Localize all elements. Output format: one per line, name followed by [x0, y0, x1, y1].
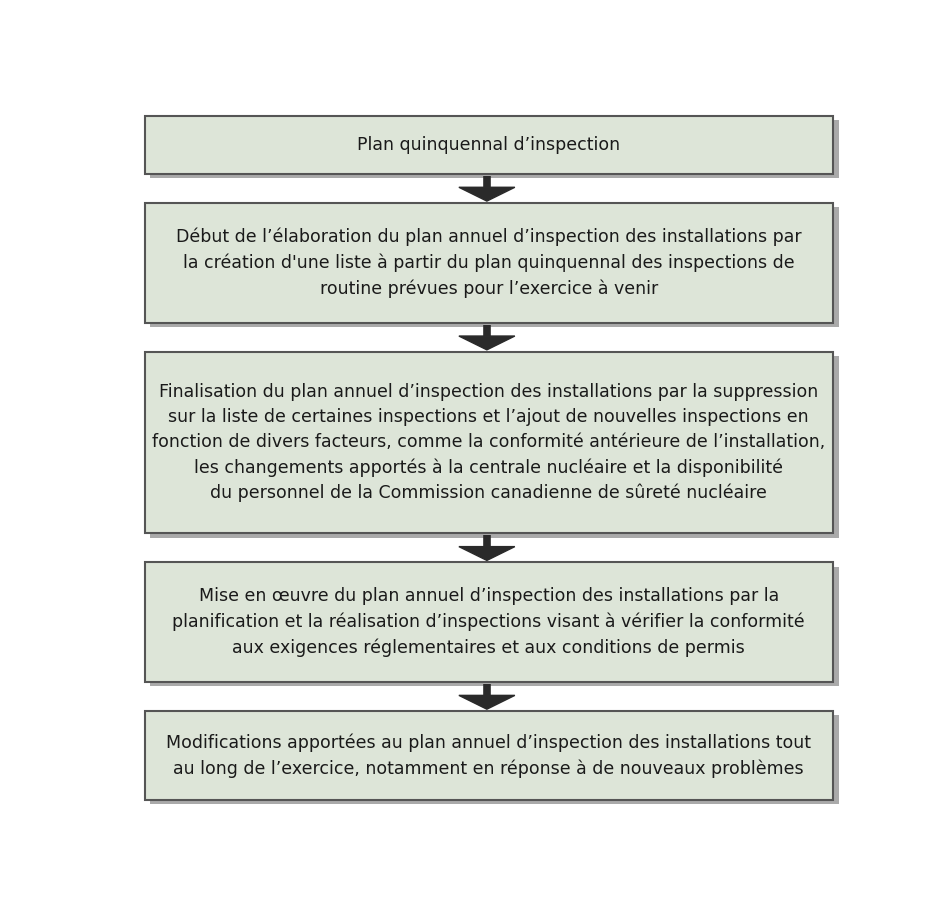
Text: Mise en œuvre du plan annuel d’inspection des installations par la
planification: Mise en œuvre du plan annuel d’inspectio… — [172, 588, 805, 657]
Bar — [144, 203, 833, 323]
Bar — [150, 356, 839, 538]
Polygon shape — [459, 696, 515, 709]
Bar — [150, 716, 839, 805]
Bar — [144, 711, 833, 800]
Text: Début de l’élaboration du plan annuel d’inspection des installations par
la créa: Début de l’élaboration du plan annuel d’… — [176, 228, 802, 297]
Bar — [144, 116, 833, 174]
Polygon shape — [459, 547, 515, 561]
Polygon shape — [459, 187, 515, 201]
Polygon shape — [459, 336, 515, 350]
Text: Modifications apportées au plan annuel d’inspection des installations tout
au lo: Modifications apportées au plan annuel d… — [166, 734, 811, 777]
Bar — [150, 207, 839, 327]
Text: Plan quinquennal d’inspection: Plan quinquennal d’inspection — [357, 136, 620, 154]
Text: Finalisation du plan annuel d’inspection des installations par la suppression
su: Finalisation du plan annuel d’inspection… — [152, 383, 826, 502]
Bar — [150, 121, 839, 179]
Bar — [144, 562, 833, 682]
Bar — [150, 567, 839, 687]
Bar — [144, 352, 833, 533]
